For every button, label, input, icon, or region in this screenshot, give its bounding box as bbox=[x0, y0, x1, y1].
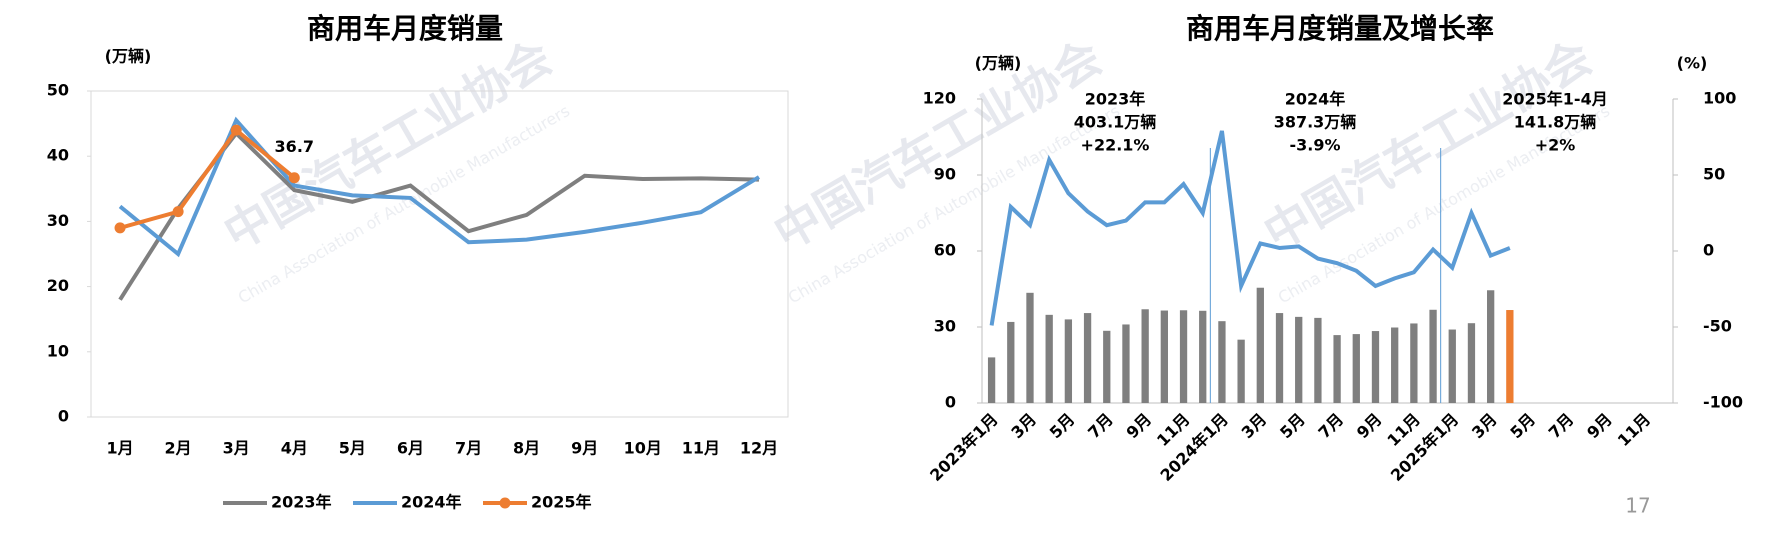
data-label: 36.7 bbox=[275, 137, 314, 156]
x-tick-label: 12月 bbox=[740, 439, 778, 458]
bar bbox=[1314, 317, 1322, 403]
plot-frame bbox=[90, 90, 789, 418]
x-tick-label: 5月 bbox=[1276, 410, 1309, 443]
annotation: 403.1万辆 bbox=[1074, 113, 1157, 132]
legend-label: 2023年 bbox=[271, 493, 332, 512]
bar bbox=[1199, 310, 1207, 403]
point bbox=[172, 206, 184, 218]
annotation: 2025年1-4月 bbox=[1502, 90, 1607, 109]
x-tick-label: 4月 bbox=[281, 439, 308, 458]
x-tick-label: 3月 bbox=[1238, 410, 1271, 443]
bar bbox=[1256, 287, 1264, 403]
bar bbox=[1371, 331, 1380, 403]
y2-tick-label: -50 bbox=[1703, 317, 1732, 336]
bar bbox=[1506, 310, 1514, 403]
bar bbox=[1295, 316, 1303, 403]
bar bbox=[1064, 319, 1073, 403]
annotation: 2023年 bbox=[1085, 90, 1146, 109]
bar bbox=[1467, 323, 1476, 403]
y2-tick-label: 50 bbox=[1703, 165, 1725, 184]
x-tick-label: 10月 bbox=[624, 439, 662, 458]
bar bbox=[1352, 334, 1360, 403]
growth-line bbox=[989, 130, 1511, 326]
x-tick-label: 11月 bbox=[1614, 410, 1655, 451]
annotation: -3.9% bbox=[1289, 136, 1340, 155]
x-tick-label: 8月 bbox=[513, 439, 540, 458]
y2-tick-label: 100 bbox=[1703, 89, 1736, 108]
x-tick-label: 3月 bbox=[223, 439, 250, 458]
annotation: +2% bbox=[1535, 136, 1576, 155]
bar bbox=[1448, 329, 1456, 403]
x-tick-label: 7月 bbox=[1084, 410, 1117, 443]
bar bbox=[1103, 330, 1111, 403]
point bbox=[114, 222, 126, 234]
bar bbox=[1487, 290, 1495, 403]
bar bbox=[1160, 310, 1168, 403]
bar bbox=[1275, 313, 1284, 403]
x-tick-label: 3月 bbox=[1468, 410, 1501, 443]
annotation: +22.1% bbox=[1081, 136, 1150, 155]
x-tick-label: 7月 bbox=[1314, 410, 1347, 443]
x-tick-label: 7月 bbox=[1545, 410, 1578, 443]
bar bbox=[1410, 323, 1418, 403]
x-tick-label: 9月 bbox=[571, 439, 598, 458]
annotation: 2024年 bbox=[1285, 90, 1346, 109]
bar bbox=[1391, 327, 1399, 403]
chart-title: 商用车月度销量 bbox=[307, 12, 503, 45]
point bbox=[230, 124, 242, 136]
annotation: 387.3万辆 bbox=[1274, 113, 1357, 132]
series-line bbox=[119, 127, 296, 230]
x-tick-label: 11月 bbox=[682, 439, 720, 458]
y-tick-label: 120 bbox=[923, 89, 956, 108]
bar bbox=[1007, 321, 1015, 403]
x-tick-label: 5月 bbox=[339, 439, 366, 458]
point bbox=[288, 172, 300, 184]
y-tick-label: 10 bbox=[47, 341, 69, 360]
bar bbox=[1429, 309, 1437, 403]
annotation: 141.8万辆 bbox=[1514, 113, 1597, 132]
y-tick-label: 30 bbox=[934, 317, 956, 336]
x-tick-label: 9月 bbox=[1123, 410, 1156, 443]
bar bbox=[1026, 292, 1034, 403]
x-tick-label: 6月 bbox=[397, 439, 424, 458]
bar bbox=[1045, 314, 1053, 403]
x-tick-label: 9月 bbox=[1353, 410, 1386, 443]
bar bbox=[1083, 313, 1092, 403]
y-tick-label: 50 bbox=[47, 81, 69, 100]
x-tick-label: 5月 bbox=[1046, 410, 1079, 443]
y2-unit: (%) bbox=[1677, 54, 1708, 73]
y-tick-label: 0 bbox=[945, 393, 956, 412]
x-tick-label: 5月 bbox=[1506, 410, 1539, 443]
y-tick-label: 40 bbox=[47, 146, 69, 165]
bar bbox=[1237, 339, 1245, 403]
x-tick-label: 7月 bbox=[455, 439, 482, 458]
y-unit: (万辆) bbox=[105, 47, 152, 66]
y-tick-label: 20 bbox=[47, 276, 69, 295]
chart-title: 商用车月度销量及增长率 bbox=[1186, 12, 1494, 45]
x-tick-label: 2月 bbox=[165, 439, 192, 458]
y2-tick-label: -100 bbox=[1703, 393, 1743, 412]
y2-tick-label: 0 bbox=[1703, 241, 1714, 260]
legend-label: 2025年 bbox=[531, 493, 592, 512]
bar bbox=[1179, 310, 1188, 403]
y-tick-label: 90 bbox=[934, 165, 956, 184]
bar bbox=[1333, 335, 1341, 403]
legend-marker bbox=[499, 497, 511, 509]
y-unit: (万辆) bbox=[975, 54, 1022, 73]
y-tick-label: 60 bbox=[934, 241, 956, 260]
x-tick-label: 9月 bbox=[1583, 410, 1616, 443]
bar bbox=[1122, 324, 1130, 403]
x-tick-label: 3月 bbox=[1007, 410, 1040, 443]
legend-label: 2024年 bbox=[401, 493, 462, 512]
bar bbox=[1141, 309, 1149, 403]
y-tick-label: 0 bbox=[58, 407, 69, 426]
y-tick-label: 30 bbox=[47, 211, 69, 230]
bar bbox=[1218, 321, 1226, 403]
page-number: 17 bbox=[1625, 494, 1650, 518]
x-tick-label: 2023年1月 bbox=[926, 410, 1001, 485]
bar bbox=[987, 357, 996, 403]
x-tick-label: 1月 bbox=[106, 439, 133, 458]
